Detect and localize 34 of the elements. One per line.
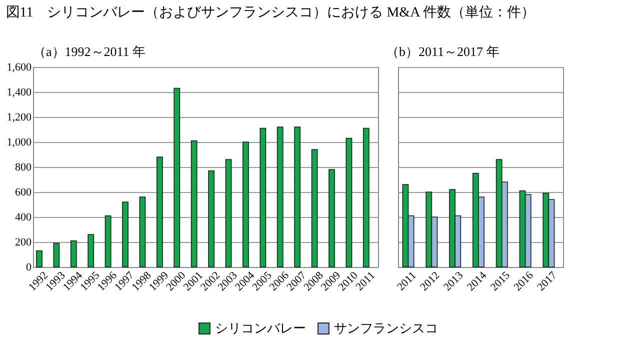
y-tick-label: 1,000 (6, 136, 32, 148)
y-tick-label: 800 (15, 162, 32, 174)
y-tick-label: 1,400 (6, 86, 32, 98)
y-tick-label: 1,600 (6, 62, 32, 74)
bar (139, 196, 146, 268)
chart-title: 図11 シリコンバレー（およびサンフランシスコ）における M&A 件数（単位：件） (6, 4, 535, 20)
bar (156, 156, 163, 268)
legend-label: シリコンバレー (215, 320, 306, 336)
bar (104, 215, 112, 268)
chart-subtitle: （a）1992～2011 年 (33, 44, 146, 59)
bar (122, 202, 128, 268)
bar (346, 138, 352, 268)
bar (260, 128, 266, 268)
bar (190, 140, 198, 268)
bar (294, 126, 301, 268)
y-tick-label: 1,200 (6, 112, 32, 124)
bar (36, 250, 42, 268)
bar (53, 242, 60, 268)
bar (362, 128, 370, 268)
y-tick-label: 0 (26, 262, 32, 274)
bar (242, 142, 249, 268)
y-tick-label: 600 (15, 186, 32, 198)
bar (276, 126, 284, 268)
y-tick-label: 200 (15, 236, 32, 248)
bar (208, 170, 215, 268)
chart-subtitle: （b）2011～2017 年 (386, 44, 500, 59)
y-tick-label: 400 (15, 212, 32, 224)
bar (311, 149, 318, 268)
bar (70, 240, 77, 268)
bar (88, 234, 94, 268)
legend-label: サンフランシスコ (334, 320, 438, 336)
bar (174, 88, 180, 268)
bar (328, 169, 335, 268)
bar (225, 159, 232, 268)
